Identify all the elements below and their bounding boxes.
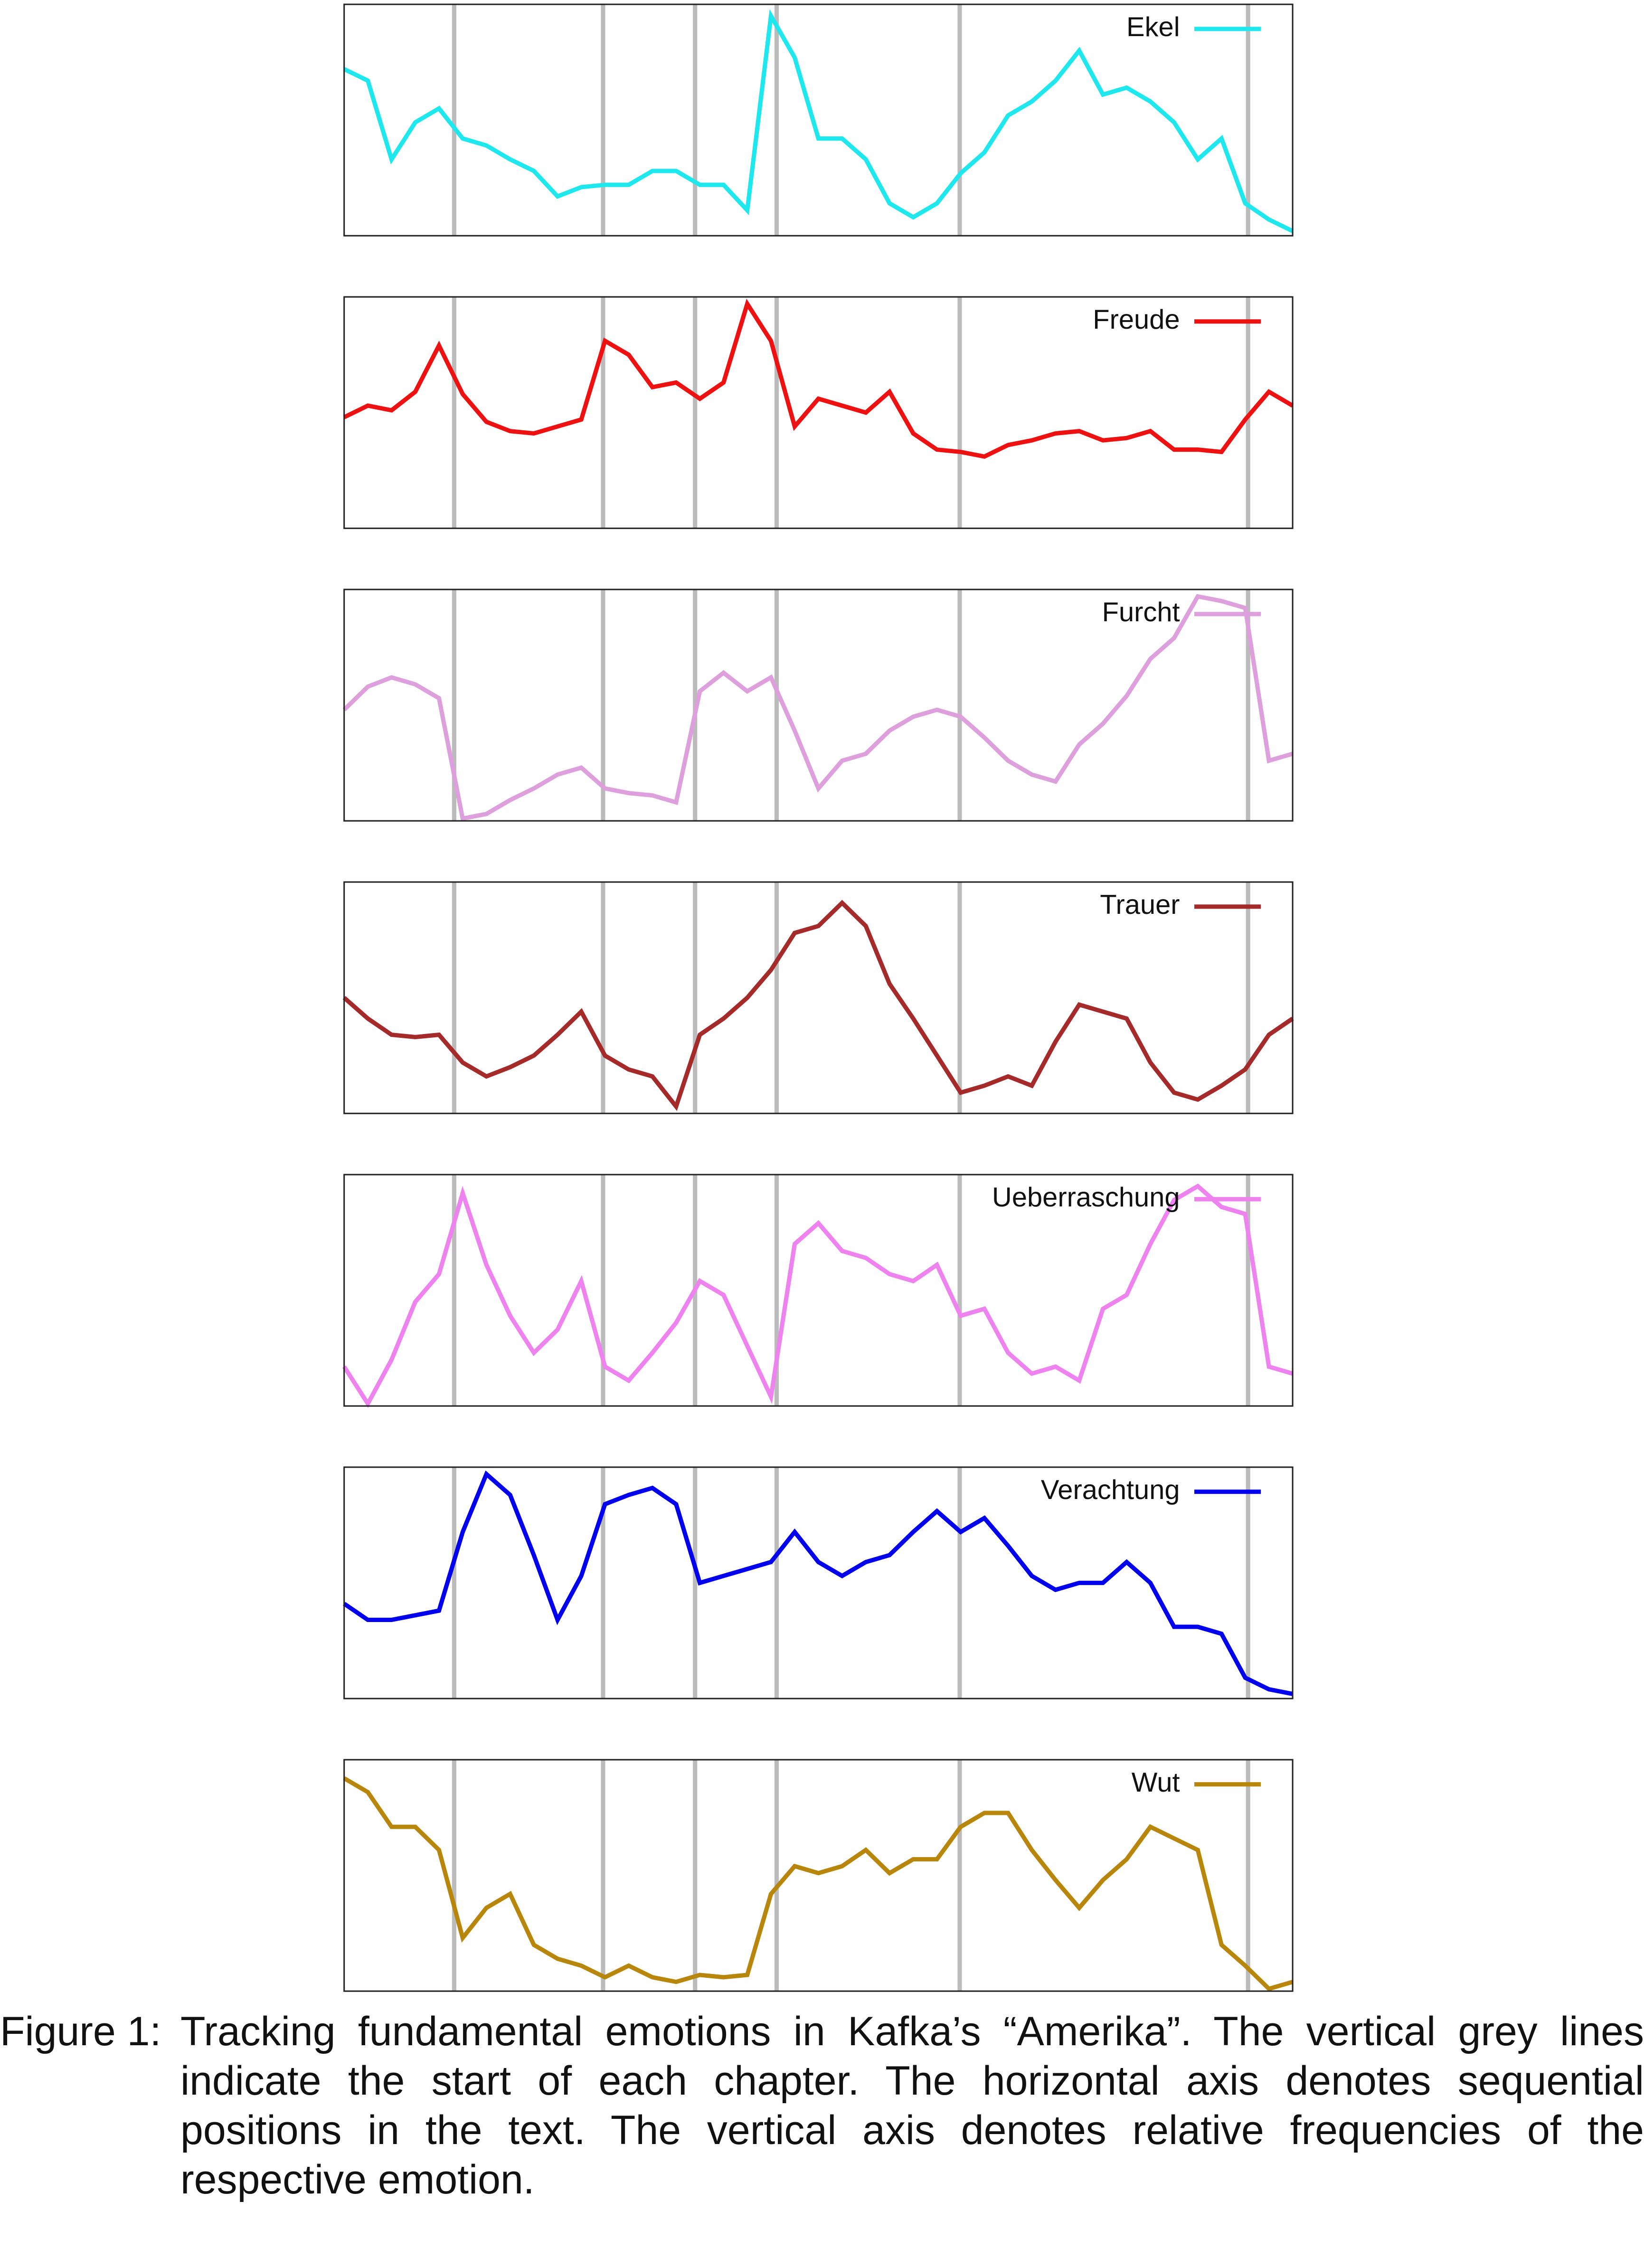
figure: Ekel Freude Furcht Trauer Ueberraschung Verac… bbox=[342, 3, 1294, 1992]
series-line bbox=[343, 9, 1294, 233]
plot-frame bbox=[343, 588, 1294, 822]
legend-label: Trauer bbox=[1100, 890, 1180, 920]
plot-frame bbox=[343, 3, 1294, 237]
series-line bbox=[343, 298, 1294, 459]
plot-frame bbox=[343, 1466, 1294, 1699]
plot-frame bbox=[343, 881, 1294, 1114]
series-line bbox=[343, 1470, 1293, 1696]
legend-label: Wut bbox=[1132, 1767, 1180, 1798]
series-line bbox=[343, 1776, 1294, 1992]
plot-frame bbox=[343, 296, 1294, 529]
legend-label: Furcht bbox=[1102, 597, 1180, 627]
legend-label: Ekel bbox=[1126, 12, 1180, 42]
legend-label: Ueberraschung bbox=[992, 1182, 1180, 1213]
caption: Figure 1: Tracking fundamental emotions … bbox=[0, 2007, 1644, 2204]
series-line bbox=[342, 900, 1294, 1111]
plot-frame bbox=[343, 1174, 1294, 1407]
caption-label: Figure 1: bbox=[0, 2009, 161, 2054]
plot-frame bbox=[343, 1759, 1294, 1992]
series-line bbox=[342, 594, 1294, 821]
legend-label: Freude bbox=[1093, 304, 1180, 335]
caption-text: Tracking fundamental emotions in Kafka’s… bbox=[180, 2009, 1644, 2202]
legend-label: Verachtung bbox=[1041, 1475, 1180, 1505]
series-line bbox=[342, 1183, 1294, 1408]
